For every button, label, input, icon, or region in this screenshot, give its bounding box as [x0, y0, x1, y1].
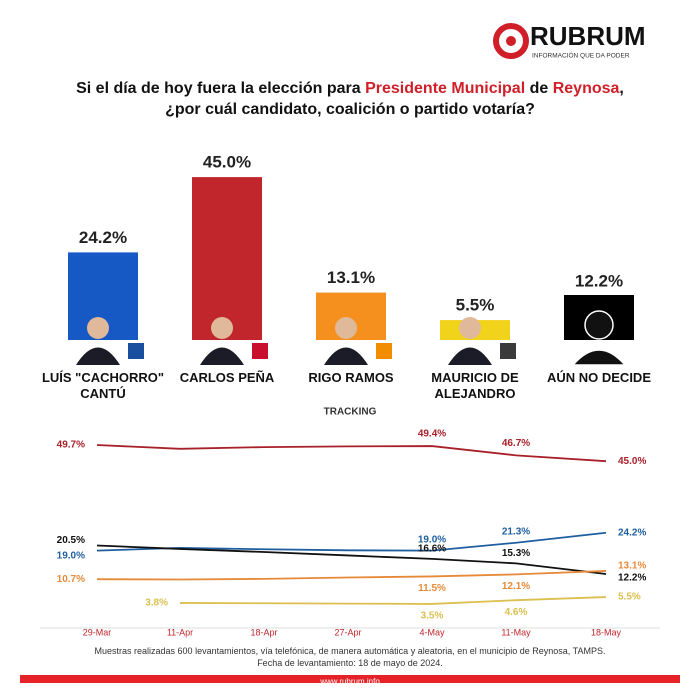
- data-label: 12.1%: [502, 581, 530, 592]
- data-label: 13.1%: [618, 561, 646, 572]
- bar-value-label: 12.2%: [575, 271, 623, 290]
- data-label: 19.0%: [57, 550, 85, 561]
- photo-head: [87, 317, 109, 339]
- series-line: [96, 444, 607, 463]
- series-line: [179, 596, 607, 605]
- series-line: [96, 570, 607, 581]
- question-part: Si el día de hoy fuera la elección para: [76, 80, 366, 97]
- x-tick-label: 18-Apr: [250, 627, 277, 637]
- series-line: [96, 544, 607, 575]
- data-label: 49.4%: [418, 429, 446, 440]
- data-label: 19.0%: [418, 534, 446, 545]
- footer: Muestras realizadas 600 levantamientos, …: [40, 645, 660, 688]
- data-label: 21.3%: [502, 526, 530, 537]
- data-label: 12.2%: [618, 573, 646, 584]
- footer-date: Fecha de levantamiento: 18 de mayo de 20…: [257, 658, 443, 668]
- bar-value-label: 5.5%: [456, 296, 495, 315]
- unknown-head: [584, 310, 614, 340]
- candidate-name: LUÍS "CACHORRO" CANTÚ: [41, 370, 165, 401]
- question: Si el día de hoy fuera la elección para …: [70, 78, 630, 120]
- bar-value-label: 13.1%: [327, 268, 375, 287]
- data-label: 3.8%: [145, 598, 168, 609]
- data-label: 15.3%: [502, 548, 530, 559]
- data-label: 11.5%: [418, 583, 446, 594]
- party-logo: [500, 343, 516, 359]
- data-label: 46.7%: [502, 438, 530, 449]
- x-tick-label: 18-May: [591, 627, 622, 637]
- question-highlight: Reynosa: [552, 80, 620, 97]
- candidate-name: AÚN NO DECIDE: [546, 370, 651, 385]
- photo-head: [335, 317, 357, 339]
- candidate-name: CARLOS PEÑA: [179, 370, 275, 385]
- chart-title: TRACKING: [324, 407, 377, 418]
- footer-url: www.rubrum.info: [320, 677, 380, 686]
- footer-bar: [20, 675, 680, 683]
- photo-body: [200, 347, 244, 365]
- x-tick-label: 11-May: [501, 627, 531, 637]
- candidate-name: MAURICIO DE ALEJANDRO: [431, 370, 519, 401]
- party-logo: [376, 343, 392, 359]
- data-label: 24.2%: [618, 527, 646, 538]
- x-tick-label: 4-May: [419, 627, 445, 637]
- unknown-body: [571, 349, 627, 366]
- photo-body: [76, 347, 120, 365]
- bar: [192, 177, 262, 340]
- party-logo: [128, 343, 144, 359]
- data-label: 5.5%: [618, 592, 641, 603]
- data-label: 45.0%: [618, 456, 646, 467]
- brand: RUBRUM: [530, 21, 646, 51]
- party-logo: [252, 343, 268, 359]
- series-line: [96, 531, 607, 552]
- candidate-name: RIGO RAMOS: [308, 370, 394, 385]
- x-tick-label: 11-Apr: [167, 627, 193, 637]
- data-label: 16.6%: [418, 544, 446, 555]
- bar-value-label: 45.0%: [203, 153, 251, 172]
- photo-head: [459, 317, 481, 339]
- logo-dot: [506, 36, 516, 46]
- data-label: 49.7%: [57, 440, 85, 451]
- question-part: de: [525, 80, 553, 97]
- photo-body: [324, 347, 368, 365]
- footer-note: Muestras realizadas 600 levantamientos, …: [94, 646, 606, 656]
- data-label: 20.5%: [57, 535, 85, 546]
- tagline: INFORMACIÓN QUE DA PODER: [532, 51, 630, 60]
- x-tick-label: 27-Apr: [334, 627, 361, 637]
- question-highlight: Presidente Municipal: [365, 80, 526, 97]
- photo-head: [211, 317, 233, 339]
- x-tick-label: 29-Mar: [83, 627, 112, 637]
- logo-ring: [493, 23, 529, 59]
- photo-body: [448, 347, 492, 365]
- data-label: 10.7%: [57, 574, 85, 585]
- data-label: 3.5%: [421, 611, 444, 622]
- data-label: 4.6%: [505, 607, 528, 618]
- question-part: , ¿por cuál candidato, coalición o parti…: [165, 80, 624, 118]
- bar-value-label: 24.2%: [79, 228, 127, 247]
